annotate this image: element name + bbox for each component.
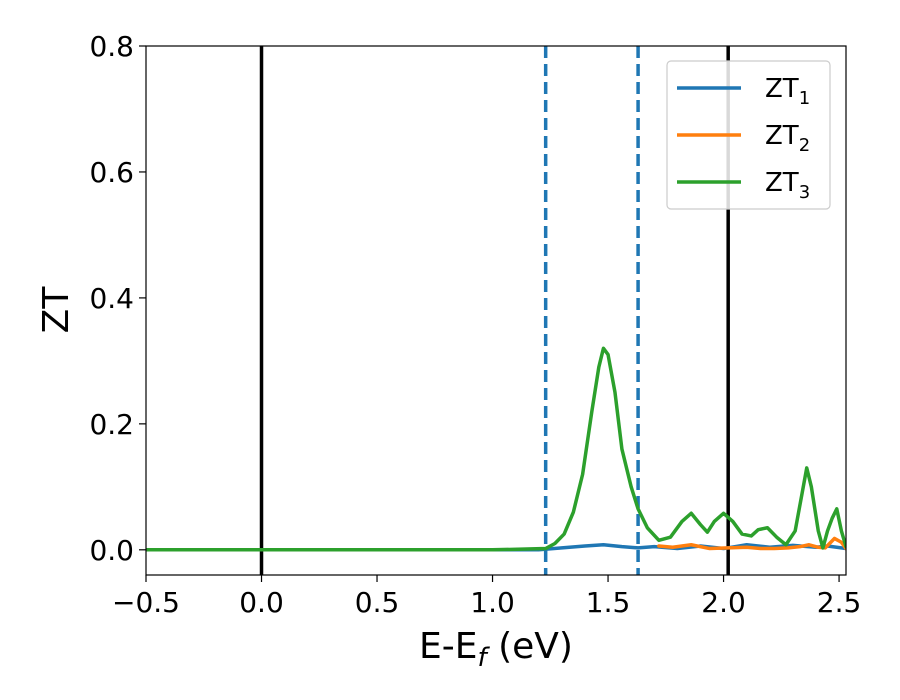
series-line-zt2 xyxy=(657,536,846,551)
y-tick-label: 0.0 xyxy=(89,534,134,567)
x-axis-label-unit: (eV) xyxy=(487,626,573,667)
axes: −0.5 0.0 0.5 1.0 1.5 2.0 2.5 0.0 0.2 0.4 0.6 0.8 xyxy=(89,30,861,619)
x-axis-label: E-Ef (eV) xyxy=(419,626,573,673)
x-tick-label: 1.5 xyxy=(586,586,631,619)
axes-frame xyxy=(145,45,847,576)
x-tick-label: 2.5 xyxy=(817,586,862,619)
y-axis-label: ZT xyxy=(36,286,77,334)
y-tick-label: 0.4 xyxy=(89,282,134,315)
x-tick-label: 1.0 xyxy=(470,586,515,619)
x-tick-label: 2.0 xyxy=(701,586,746,619)
x-tick-label: 0.5 xyxy=(355,586,400,619)
legend-label-zt3: ZT3 xyxy=(765,168,810,203)
x-tick-label: −0.5 xyxy=(112,586,180,619)
legend-label-zt1: ZT1 xyxy=(765,74,810,109)
y-tick-label: 0.8 xyxy=(89,30,134,63)
legend-box xyxy=(666,60,831,210)
legend-label-zt2: ZT2 xyxy=(765,121,810,156)
series-line-zt3 xyxy=(146,346,846,552)
x-tick-label: 0.0 xyxy=(239,586,284,619)
y-tick-label: 0.2 xyxy=(89,408,134,441)
legend: ZT1 ZT2 ZT3 xyxy=(666,60,831,210)
y-tick-label: 0.6 xyxy=(89,156,134,189)
x-axis-label-main: E-E xyxy=(419,626,477,667)
